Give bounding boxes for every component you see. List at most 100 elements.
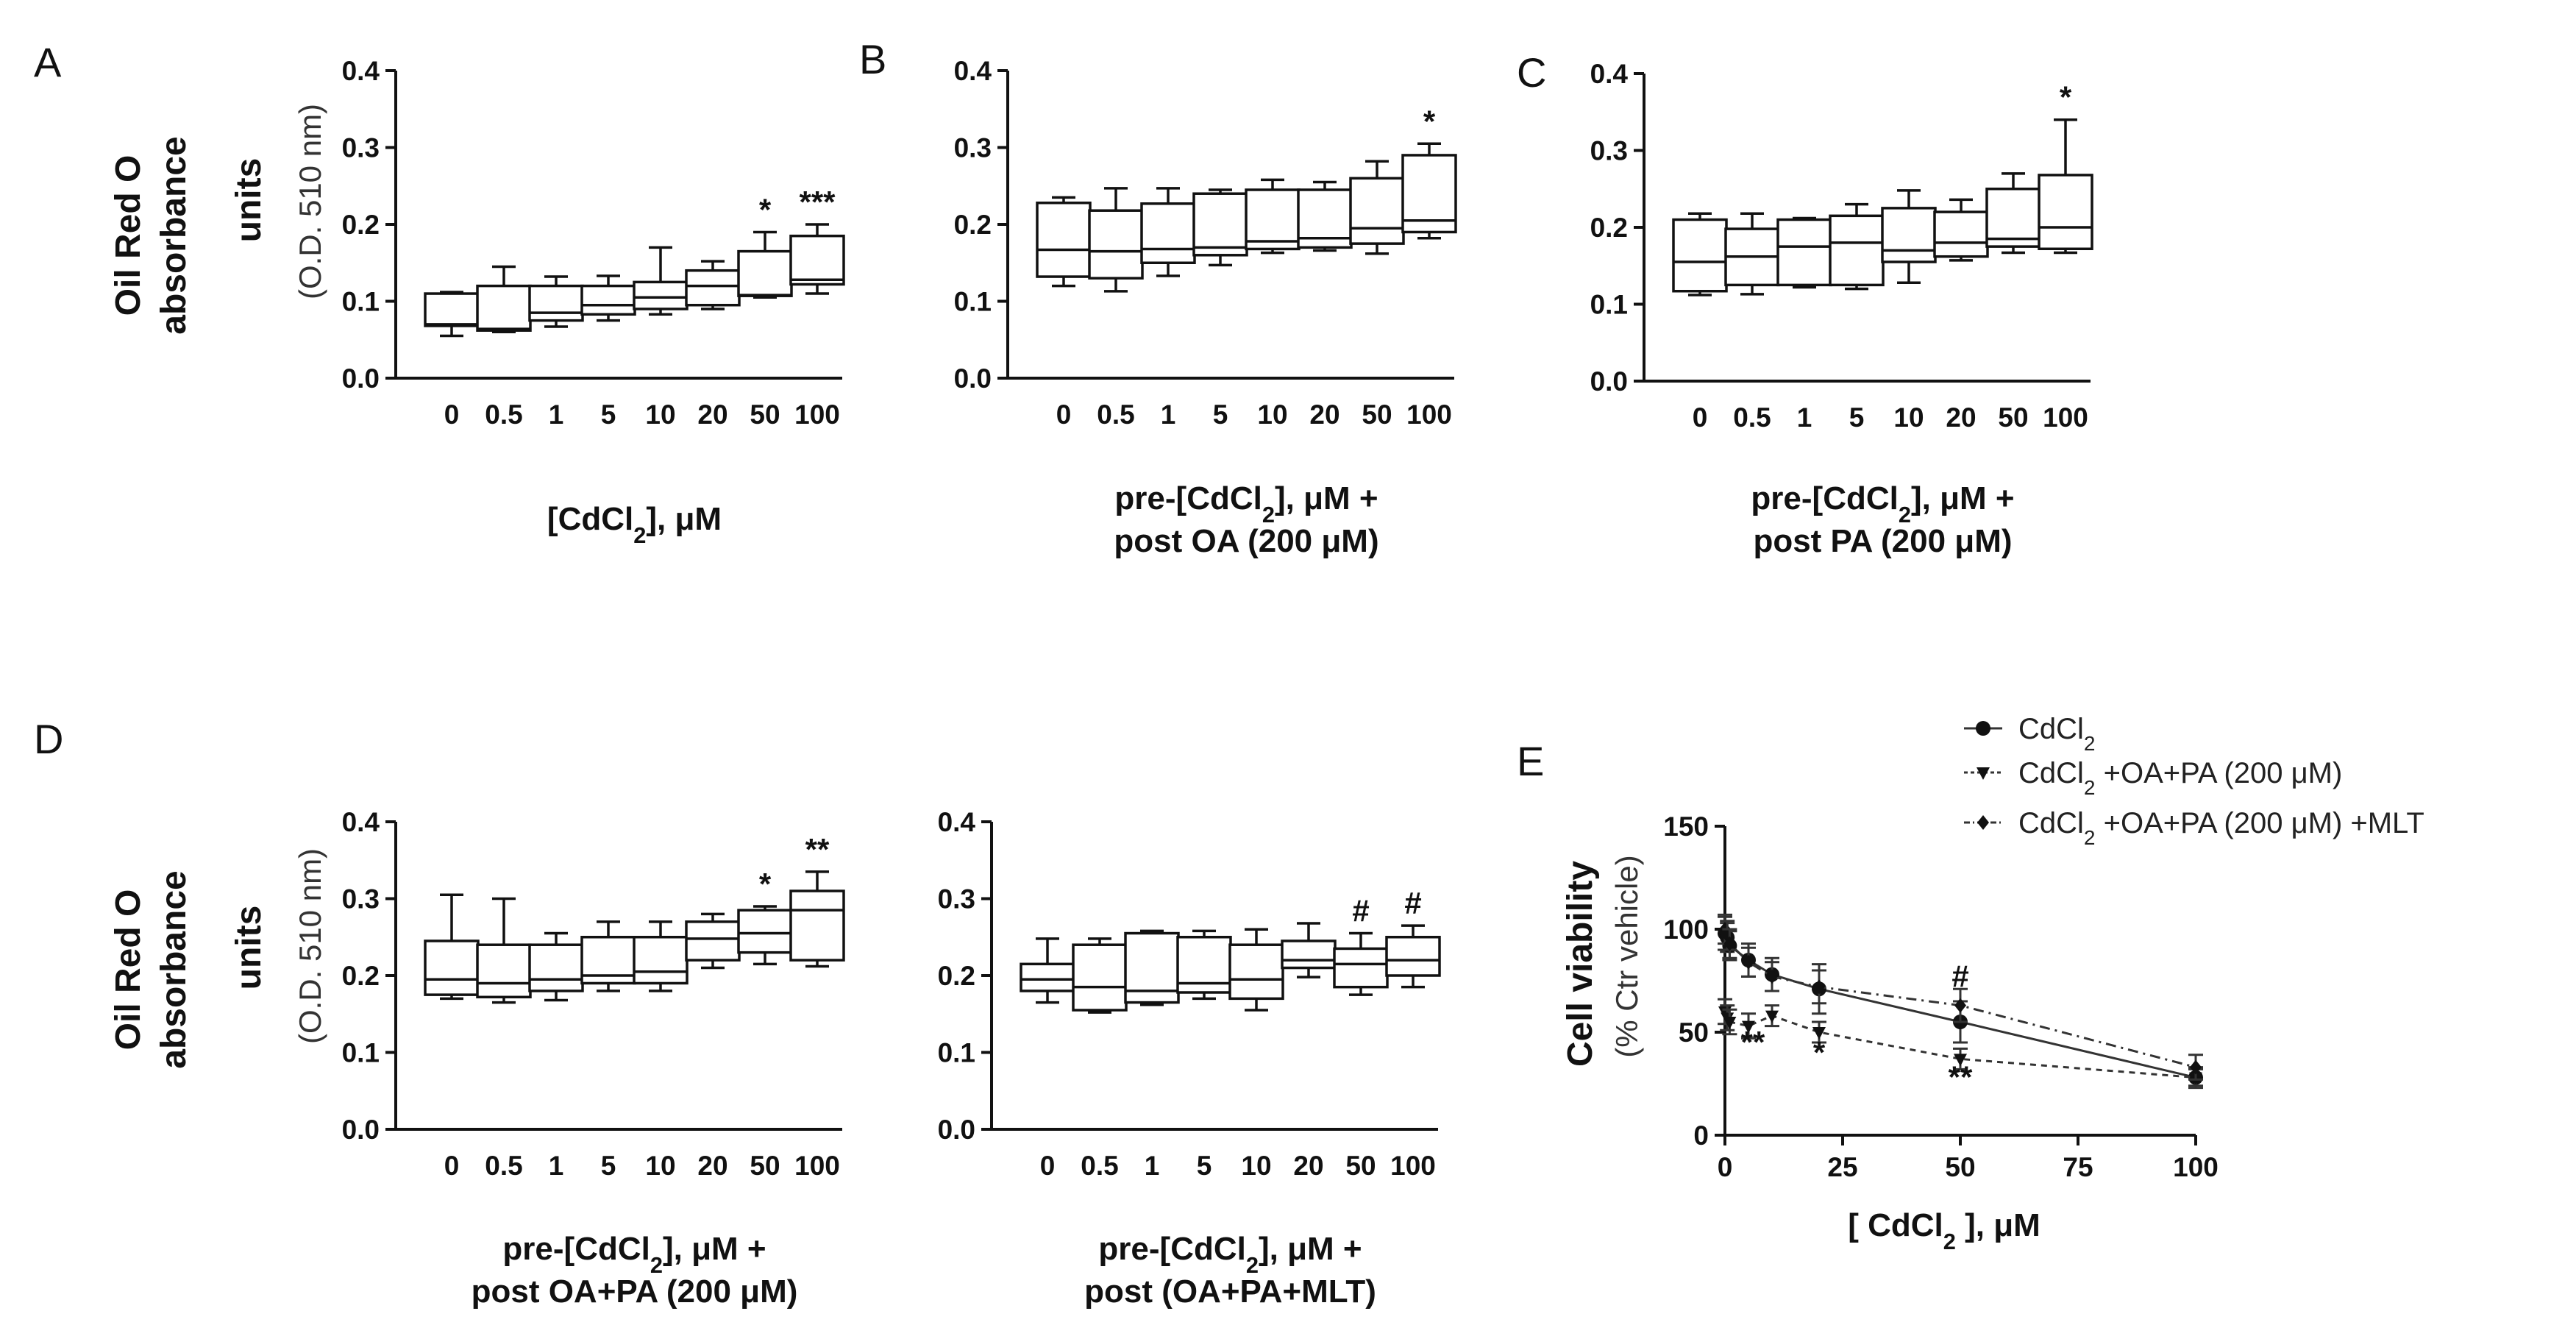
box-iqr	[1985, 188, 2041, 248]
data-point	[1812, 1027, 1826, 1040]
y-tick-label: 0.3	[1590, 136, 1628, 166]
y-tick-label: 0.4	[938, 807, 976, 837]
panel-letter-d: D	[34, 716, 63, 762]
significance-mark: *	[2060, 80, 2072, 115]
y-tick-label: 0.4	[954, 56, 992, 86]
box-50	[737, 905, 793, 966]
x-tick-label: 10	[645, 399, 675, 430]
box-50	[1333, 931, 1389, 996]
box-5	[1829, 202, 1885, 291]
significance-mark: #	[1951, 959, 1968, 993]
y-tick-label: 0.2	[954, 210, 992, 240]
box-10	[1245, 178, 1301, 255]
x-tick-label: 20	[697, 1151, 727, 1181]
x-axis-label: post OA (200 μM)	[1114, 523, 1378, 559]
box-iqr	[1881, 207, 1937, 263]
box-5	[580, 920, 636, 992]
x-tick-label: 50	[1362, 399, 1392, 430]
legend-item: CdCl2	[1964, 713, 2095, 755]
x-tick-label: 20	[697, 399, 727, 430]
box-0	[1036, 196, 1092, 288]
x-tick-label: 0	[1040, 1151, 1056, 1181]
significance-mark: **	[805, 832, 830, 867]
y-axis-label-units: (% Ctr vehicle)	[1609, 855, 1644, 1057]
box-0.5	[476, 265, 532, 334]
box-100	[1385, 924, 1441, 989]
legend-item: CdCl2 +OA+PA (200 μM) +MLT	[1964, 807, 2424, 849]
x-axis-label: post (OA+PA+MLT)	[1084, 1274, 1376, 1310]
box-10	[633, 246, 689, 316]
y-tick-label: 150	[1663, 811, 1709, 842]
y-tick-label: 0.3	[938, 884, 975, 914]
box-20	[1933, 198, 1989, 262]
box-iqr	[1333, 947, 1389, 989]
x-tick-label: 0.5	[1733, 402, 1771, 433]
x-tick-label: 50	[750, 399, 780, 430]
box-iqr	[1933, 210, 1989, 258]
box-100	[789, 223, 845, 295]
x-axis-label: pre-[CdCl2], μM +	[1114, 480, 1378, 527]
panel-letter-b: B	[859, 36, 886, 82]
y-label-units: (O.D. 510 nm)	[293, 848, 327, 1044]
y-tick-label: 0.0	[342, 363, 380, 394]
x-axis-label: pre-[CdCl2], μM +	[1751, 480, 2014, 527]
box-iqr	[1776, 218, 1832, 287]
y-label-line2: absorbance	[154, 136, 193, 334]
box-0	[1020, 937, 1075, 1004]
series-2	[1718, 913, 2203, 1081]
box-1	[528, 275, 584, 328]
panel-letter-c: C	[1517, 49, 1546, 96]
series-line	[1723, 1011, 2196, 1079]
y-tick-label: 0.2	[342, 210, 380, 240]
x-tick-label: 1	[1797, 402, 1812, 433]
box-iqr	[528, 943, 584, 992]
x-tick-label: 1	[549, 1151, 564, 1181]
x-tick-label: 100	[2043, 402, 2088, 433]
significance-mark: #	[1404, 886, 1421, 920]
x-tick-label: 0.5	[485, 1151, 522, 1181]
chart-c-pa-boxplot: 0.0 0.1 0.2 0.3 0.4 0 0.5 1 5 10 20 50 100 * pre-[CdCl…	[1590, 59, 2093, 559]
x-tick-label: 100	[1390, 1151, 1436, 1181]
box-20	[1281, 922, 1337, 978]
y-tick-label: 50	[1679, 1017, 1709, 1048]
legend-label: CdCl2	[2018, 713, 2095, 755]
y-tick-label: 0.4	[342, 807, 380, 837]
x-tick-label: 1	[549, 399, 564, 430]
y-tick-label: 0.1	[342, 1038, 380, 1068]
y-axis-label: Cell viability	[1561, 861, 1600, 1067]
significance-mark: *	[759, 867, 772, 901]
significance-mark: **	[1949, 1060, 1973, 1095]
x-tick-label: 5	[1197, 1151, 1212, 1181]
y-axis-label-row2: Oil Red O absorbance units (O.D. 510 nm)	[109, 848, 327, 1069]
data-point	[1766, 969, 1778, 984]
y-axis-label-row1: Oil Red O absorbance units (O.D. 510 nm)	[109, 104, 327, 335]
legend-marker	[1977, 767, 1990, 780]
y-tick-label: 0.3	[342, 133, 380, 163]
box-iqr	[1349, 177, 1405, 245]
box-iqr	[1192, 192, 1248, 257]
box-iqr	[1072, 943, 1128, 1012]
x-tick-label: 50	[1998, 402, 2028, 433]
significance-mark: *	[759, 192, 772, 227]
y-tick-label: 100	[1663, 914, 1709, 945]
box-10	[1881, 189, 1937, 284]
y-label-line2: absorbance	[154, 870, 193, 1068]
y-tick-label: 0.1	[1590, 290, 1628, 320]
x-tick-label: 0	[1693, 402, 1708, 433]
y-label-line3: units	[230, 158, 268, 243]
box-iqr	[424, 292, 480, 327]
x-axis-label: [ CdCl2 ], μM	[1848, 1207, 2040, 1254]
box-100	[789, 870, 845, 968]
x-axis-label: pre-[CdCl2], μM +	[1098, 1231, 1362, 1278]
data-point	[1765, 1010, 1779, 1023]
legend-marker	[1976, 721, 1990, 736]
box-iqr	[789, 889, 845, 962]
y-tick-label: 0	[1693, 1120, 1709, 1151]
data-point	[1742, 1020, 1755, 1034]
x-tick-label: 10	[1257, 399, 1287, 430]
box-iqr	[476, 284, 532, 332]
box-0	[1672, 212, 1728, 296]
x-tick-label: 100	[1406, 399, 1452, 430]
